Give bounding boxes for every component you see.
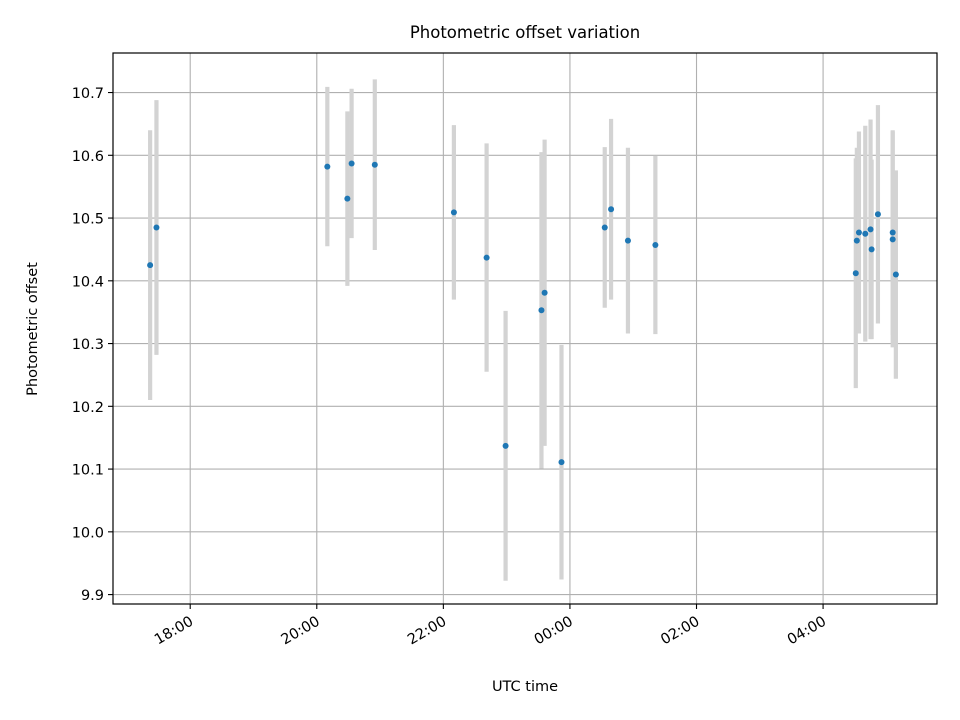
data-point — [855, 229, 862, 236]
data-point — [324, 163, 331, 170]
data-point — [502, 442, 509, 449]
data-point — [483, 254, 490, 261]
data-point — [147, 262, 154, 269]
data-point — [892, 271, 899, 278]
data-point — [874, 211, 881, 218]
data-point — [601, 224, 608, 231]
y-tick-label: 10.7 — [72, 86, 104, 102]
chart-title: Photometric offset variation — [410, 23, 640, 42]
data-point — [867, 226, 874, 233]
data-point — [371, 161, 378, 168]
data-points — [147, 160, 899, 466]
data-point — [862, 230, 869, 237]
y-tick-label: 10.1 — [72, 463, 104, 479]
data-point — [852, 270, 859, 277]
data-point — [348, 160, 355, 167]
data-point — [889, 229, 896, 236]
y-tick-label: 10.4 — [72, 274, 104, 290]
data-point — [450, 209, 457, 216]
y-axis-label: Photometric offset — [25, 262, 41, 396]
data-point — [153, 224, 160, 231]
plot-frame — [112, 52, 938, 605]
data-point — [538, 307, 545, 314]
grid — [113, 53, 937, 604]
data-point — [853, 237, 860, 244]
data-point — [558, 459, 565, 466]
y-tick-label: 9.9 — [81, 588, 104, 604]
y-tick-label: 10.5 — [72, 212, 104, 228]
data-point — [889, 236, 896, 243]
data-point — [652, 242, 659, 249]
y-tick-label: 10.3 — [72, 337, 104, 353]
y-tick-label: 10.0 — [72, 525, 104, 541]
data-point — [624, 237, 631, 244]
data-point — [344, 195, 351, 202]
y-axis: 9.9 10.0 10.1 10.2 10.3 10.4 10.5 10.6 10.7 — [72, 86, 113, 604]
x-axis-label: UTC time — [492, 679, 558, 695]
data-point — [608, 206, 615, 213]
y-tick-label: 10.2 — [72, 400, 104, 416]
y-tick-label: 10.6 — [72, 149, 104, 165]
data-point — [541, 289, 548, 296]
data-point — [868, 246, 875, 253]
